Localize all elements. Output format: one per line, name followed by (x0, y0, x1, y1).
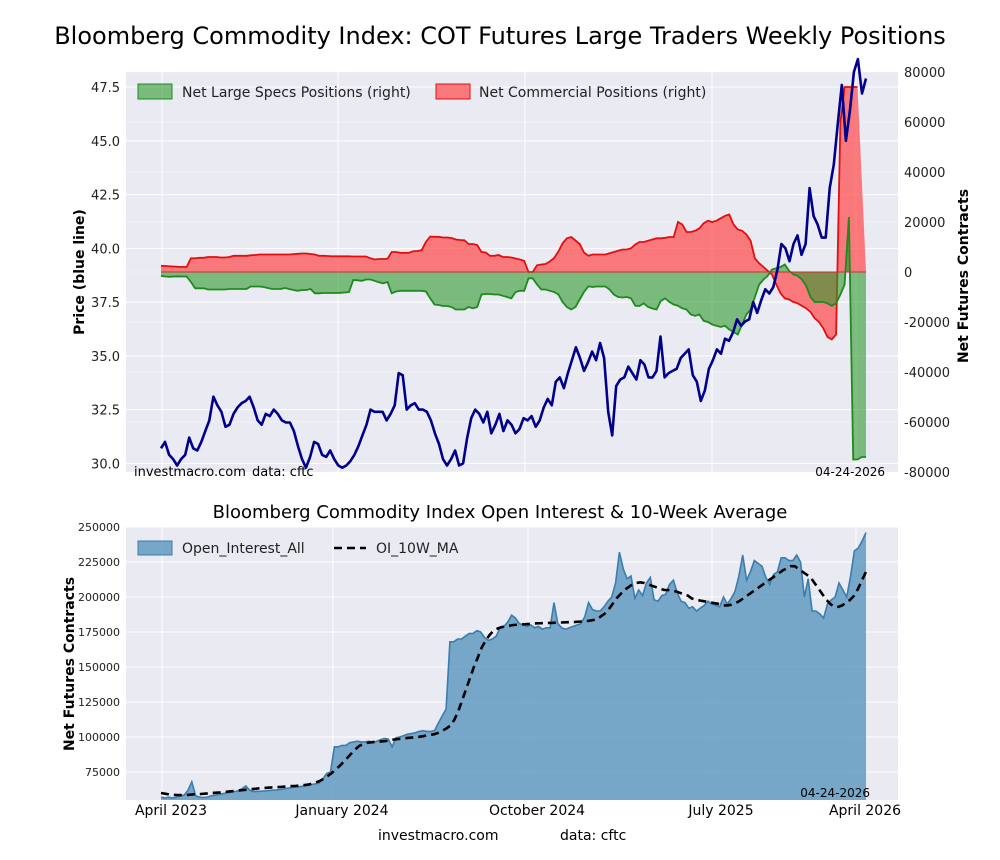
oi-10w-ma-line (160, 564, 868, 797)
y-left-tick-label: 45.0 (91, 135, 120, 150)
legend-specs-label: Net Large Specs Positions (right) (182, 85, 411, 101)
y-right-tick-label: -20000 (904, 316, 950, 331)
y-tick-label: 125000 (78, 696, 120, 709)
legend-ma-label: OI_10W_MA (376, 541, 459, 557)
net-specs-line (160, 216, 866, 461)
watermark-data: data: cftc (252, 465, 314, 480)
net-commercial-line (160, 86, 858, 341)
x-tick-label: April 2026 (829, 803, 901, 819)
watermark-site: investmacro.com (134, 465, 246, 480)
y-right-tick-label: 40000 (904, 166, 945, 181)
legend-commercial-label: Net Commercial Positions (right) (479, 85, 706, 101)
y-left-tick-label: 30.0 (91, 457, 120, 472)
net-specs-area (161, 217, 866, 460)
y-right-tick-label: 20000 (904, 216, 945, 231)
y-tick-label: 175000 (78, 626, 120, 639)
x-tick-label: October 2024 (489, 803, 585, 819)
legend-specs-swatch (137, 83, 173, 100)
y-right-tick-label: 80000 (904, 66, 945, 81)
y-tick-label: 250000 (78, 521, 120, 534)
y-right-tick-label: 60000 (904, 116, 945, 131)
main-chart-title: Bloomberg Commodity Index: COT Futures L… (54, 22, 946, 50)
y-left-tick-label: 42.5 (91, 189, 120, 204)
open-interest-chart-title: Bloomberg Commodity Index Open Interest … (212, 502, 788, 523)
y-tick-label: 100000 (78, 731, 120, 744)
open-interest-area (161, 532, 866, 800)
y-left-axis-label: Price (blue line) (72, 209, 88, 335)
positions-chart: 30.0 32.5 35.0 37.5 40.0 42.5 45.0 47.5 -80000 -6… (72, 57, 972, 481)
footer-site: investmacro.com (378, 828, 499, 844)
x-tick-label: July 2025 (687, 803, 753, 819)
y-left-tick-label: 32.5 (91, 404, 120, 419)
y-right-tick-label: -80000 (904, 466, 950, 481)
footer-data-source: data: cftc (560, 828, 627, 844)
y-right-axis-label: Net Futures Contracts (956, 189, 972, 363)
open-interest-line (160, 532, 867, 799)
y-left-tick-label: 40.0 (91, 242, 120, 257)
y-right-tick-label: -40000 (904, 366, 950, 381)
watermark-date: 04-24-2026 (815, 465, 885, 479)
y-tick-label: 150000 (78, 661, 120, 674)
x-tick-label: January 2024 (294, 803, 388, 819)
y-right-tick-label: -60000 (904, 416, 950, 431)
y-axis-label: Net Futures Contracts (62, 577, 78, 751)
bottom-date-label: 04-24-2026 (800, 786, 870, 800)
y-left-tick-label: 37.5 (91, 296, 120, 311)
x-tick-label: April 2023 (135, 803, 207, 819)
legend-commercial-swatch (435, 83, 471, 100)
price-line (159, 57, 868, 469)
y-tick-label: 75000 (85, 766, 120, 779)
y-right-tick-label: 0 (904, 266, 912, 281)
legend-oi-swatch (137, 540, 173, 556)
y-left-tick-label: 35.0 (91, 350, 120, 365)
legend-oi-label: Open_Interest_All (182, 541, 305, 557)
y-tick-label: 200000 (78, 591, 120, 604)
y-tick-label: 225000 (78, 556, 120, 569)
y-left-tick-label: 47.5 (91, 81, 120, 96)
